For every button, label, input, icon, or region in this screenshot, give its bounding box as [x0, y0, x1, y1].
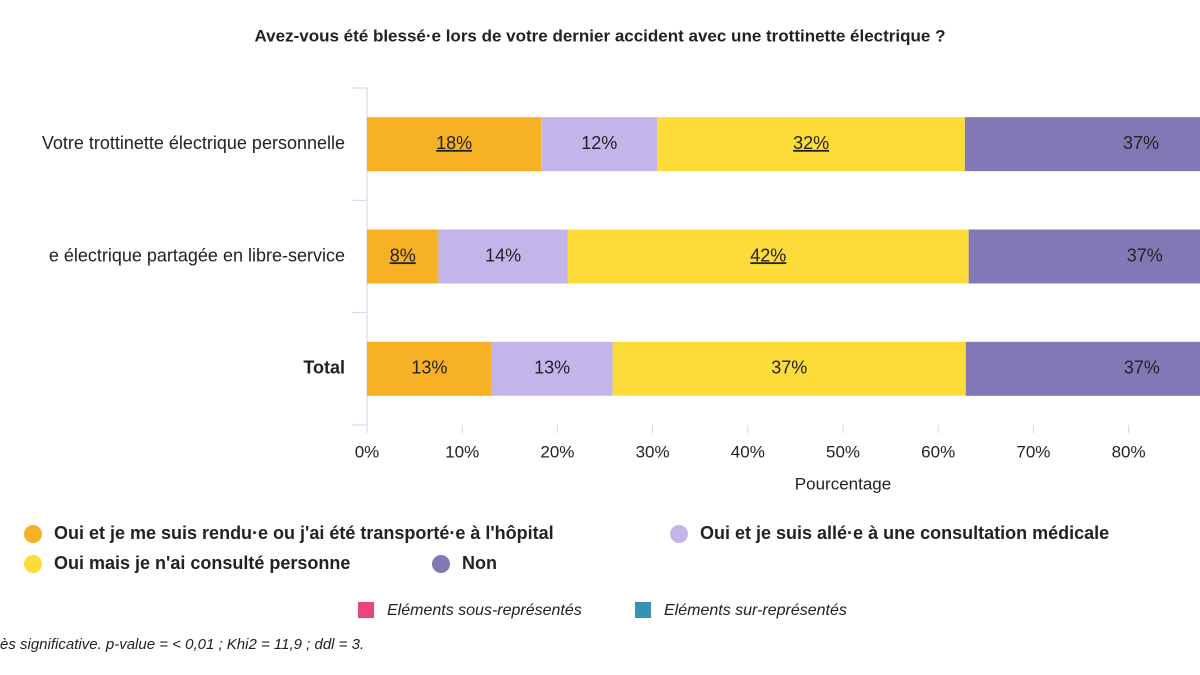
significance-marker [358, 602, 374, 618]
bar-segment [438, 229, 568, 284]
bar-segment [657, 117, 965, 172]
value-label: 42% [750, 245, 786, 265]
legend-marker [432, 555, 450, 573]
bar-segment [968, 229, 1200, 284]
value-label: 13% [411, 358, 447, 378]
value-label: 37% [1127, 245, 1163, 265]
value-label: 37% [1123, 133, 1159, 153]
value-label: 14% [485, 245, 521, 265]
value-label: 37% [1124, 358, 1160, 378]
legend-label: Oui et je me suis rendu·e ou j'ai été tr… [54, 523, 554, 543]
legend-marker [24, 555, 42, 573]
legend-marker [670, 525, 688, 543]
category-label: e électrique partagée en libre-service [49, 245, 345, 265]
x-tick-label: 40% [731, 442, 765, 461]
x-tick-label: 10% [445, 442, 479, 461]
category-label: Votre trottinette électrique personnelle [42, 133, 345, 153]
bar-segment [567, 229, 969, 284]
value-label: 32% [793, 133, 829, 153]
x-tick-label: 30% [636, 442, 670, 461]
bar-segment [964, 117, 1200, 172]
x-tick-label: 50% [826, 442, 860, 461]
bar-segment [965, 341, 1200, 396]
value-label: 8% [390, 245, 416, 265]
bar-segment [367, 117, 542, 172]
legend-label: Non [462, 553, 497, 573]
x-axis-title: Pourcentage [795, 474, 891, 493]
chart-title: Avez-vous été blessé·e lors de votre der… [255, 26, 946, 45]
x-tick-label: 70% [1016, 442, 1050, 461]
value-label: 13% [534, 358, 570, 378]
legend-label: Oui et je suis allé·e à une consultation… [700, 523, 1109, 543]
x-tick-label: 80% [1112, 442, 1146, 461]
significance-label: Eléments sur-représentés [664, 602, 847, 619]
x-tick-label: 0% [355, 442, 380, 461]
bar-segment [541, 117, 658, 172]
x-tick-label: 60% [921, 442, 955, 461]
value-label: 12% [581, 133, 617, 153]
value-label: 37% [771, 358, 807, 378]
bar-segment [491, 341, 613, 396]
bar-segment [367, 229, 439, 284]
value-label: 18% [436, 133, 472, 153]
footnote: ès significative. p-value = < 0,01 ; Khi… [0, 636, 364, 653]
significance-label: Eléments sous-représentés [387, 602, 582, 619]
legend-label: Oui mais je n'ai consulté personne [54, 553, 350, 573]
bar-segment [612, 341, 966, 396]
significance-marker [635, 602, 651, 618]
x-tick-label: 20% [540, 442, 574, 461]
bar-segment [367, 341, 492, 396]
category-label: Total [303, 358, 345, 378]
legend-marker [24, 525, 42, 543]
